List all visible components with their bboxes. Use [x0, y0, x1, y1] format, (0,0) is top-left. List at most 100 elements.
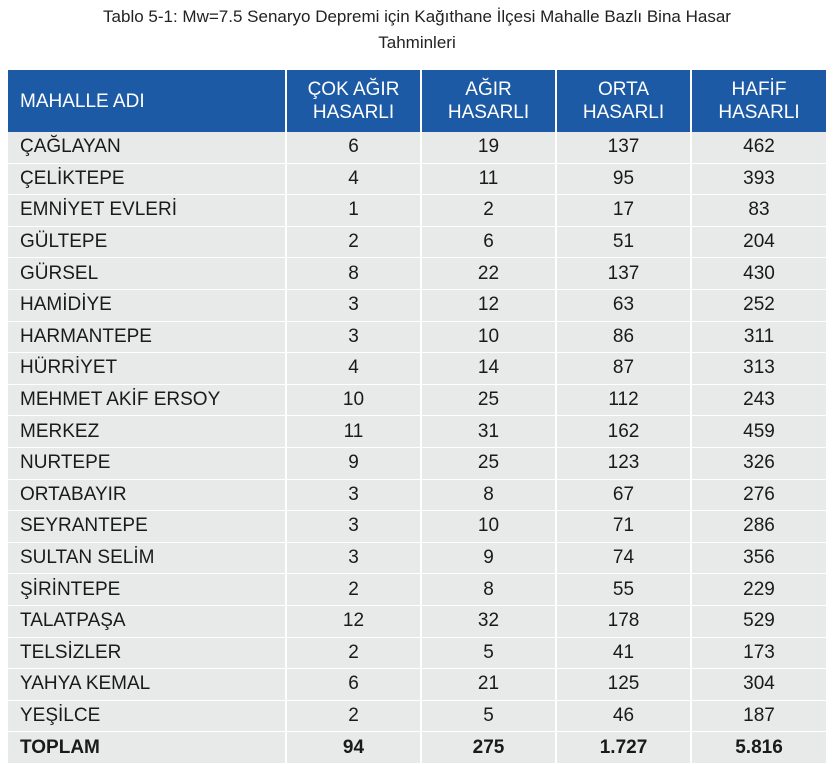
cell-heavy: 6	[420, 226, 556, 259]
header-very-heavy: ÇOK AĞIR HASARLI	[285, 70, 421, 132]
cell-neighborhood: GÜLTEPE	[8, 226, 286, 259]
total-cell-heavy: 275	[420, 731, 556, 764]
cell-moderate: 178	[555, 605, 691, 638]
table-row: YEŞİLCE 2 5 46 187	[8, 700, 826, 733]
cell-very-heavy: 3	[285, 479, 421, 512]
cell-neighborhood: HAMİDİYE	[8, 289, 286, 322]
cell-light: 276	[690, 479, 826, 512]
cell-moderate: 86	[555, 321, 691, 354]
cell-heavy: 12	[420, 289, 556, 322]
cell-moderate: 123	[555, 447, 691, 480]
cell-light: 393	[690, 163, 826, 196]
cell-light: 462	[690, 132, 826, 164]
header-label: HASARLI	[312, 102, 395, 123]
cell-very-heavy: 6	[285, 668, 421, 701]
table-row: MERKEZ 11 31 162 459	[8, 415, 826, 448]
header-label: ORTA	[597, 79, 650, 100]
table-row: HÜRRİYET 4 14 87 313	[8, 352, 826, 385]
cell-very-heavy: 2	[285, 700, 421, 733]
cell-very-heavy: 8	[285, 257, 421, 290]
total-row: TOPLAM 94 275 1.727 5.816	[8, 731, 826, 764]
cell-light: 430	[690, 257, 826, 290]
cell-neighborhood: MEHMET AKİF ERSOY	[8, 384, 286, 417]
table-row: SULTAN SELİM 3 9 74 356	[8, 542, 826, 575]
cell-neighborhood: SEYRANTEPE	[8, 510, 286, 543]
cell-moderate: 112	[555, 384, 691, 417]
cell-light: 304	[690, 668, 826, 701]
cell-very-heavy: 2	[285, 637, 421, 670]
table-row: MEHMET AKİF ERSOY 10 25 112 243	[8, 384, 826, 417]
header-neighborhood: MAHALLE ADI	[8, 70, 286, 132]
cell-heavy: 25	[420, 384, 556, 417]
cell-moderate: 51	[555, 226, 691, 259]
header-light: HAFİF HASARLI	[690, 70, 826, 132]
cell-neighborhood: ÇAĞLAYAN	[8, 132, 286, 164]
cell-neighborhood: GÜRSEL	[8, 257, 286, 290]
cell-moderate: 17	[555, 194, 691, 227]
cell-heavy: 32	[420, 605, 556, 638]
cell-neighborhood: ÇELİKTEPE	[8, 163, 286, 196]
cell-very-heavy: 11	[285, 415, 421, 448]
cell-heavy: 9	[420, 542, 556, 575]
cell-moderate: 74	[555, 542, 691, 575]
cell-neighborhood: NURTEPE	[8, 447, 286, 480]
header-row: MAHALLE ADI ÇOK AĞIR HASARLI AĞIR HASARL…	[8, 70, 826, 132]
total-cell-light: 5.816	[690, 731, 826, 764]
cell-very-heavy: 1	[285, 194, 421, 227]
cell-neighborhood: TELSİZLER	[8, 637, 286, 670]
cell-moderate: 55	[555, 573, 691, 606]
header-label: HASARLI	[718, 102, 800, 123]
table-row: ŞİRİNTEPE 2 8 55 229	[8, 573, 826, 606]
header-label: MAHALLE ADI	[20, 90, 145, 112]
table-row: HARMANTEPE 3 10 86 311	[8, 321, 826, 354]
table-body: ÇAĞLAYAN 6 19 137 462 ÇELİKTEPE 4 11 95 393 EMNİYE…	[8, 132, 826, 764]
cell-light: 187	[690, 700, 826, 733]
cell-neighborhood: ŞİRİNTEPE	[8, 573, 286, 606]
total-cell-very-heavy: 94	[285, 731, 421, 764]
cell-very-heavy: 10	[285, 384, 421, 417]
cell-light: 311	[690, 321, 826, 354]
total-label: TOPLAM	[8, 731, 286, 764]
cell-heavy: 21	[420, 668, 556, 701]
table-caption: Tablo 5-1: Mw=7.5 Senaryo Depremi için K…	[0, 4, 834, 56]
cell-moderate: 137	[555, 257, 691, 290]
cell-moderate: 46	[555, 700, 691, 733]
table-row: EMNİYET EVLERİ 1 2 17 83	[8, 194, 826, 227]
cell-light: 252	[690, 289, 826, 322]
cell-light: 313	[690, 352, 826, 385]
cell-very-heavy: 12	[285, 605, 421, 638]
cell-heavy: 31	[420, 415, 556, 448]
cell-very-heavy: 9	[285, 447, 421, 480]
header-heavy: AĞIR HASARLI	[420, 70, 556, 132]
cell-neighborhood: MERKEZ	[8, 415, 286, 448]
cell-heavy: 5	[420, 637, 556, 670]
cell-neighborhood: YEŞİLCE	[8, 700, 286, 733]
table-row: GÜRSEL 8 22 137 430	[8, 257, 826, 290]
cell-moderate: 137	[555, 132, 691, 164]
cell-light: 173	[690, 637, 826, 670]
table-row: ÇAĞLAYAN 6 19 137 462	[8, 132, 826, 164]
cell-very-heavy: 2	[285, 573, 421, 606]
cell-very-heavy: 2	[285, 226, 421, 259]
table-row: NURTEPE 9 25 123 326	[8, 447, 826, 480]
cell-very-heavy: 3	[285, 321, 421, 354]
cell-light: 286	[690, 510, 826, 543]
cell-very-heavy: 4	[285, 163, 421, 196]
cell-moderate: 71	[555, 510, 691, 543]
table-row: TELSİZLER 2 5 41 173	[8, 637, 826, 670]
caption-line-2: Tahminleri	[378, 33, 456, 52]
cell-very-heavy: 3	[285, 289, 421, 322]
cell-neighborhood: SULTAN SELİM	[8, 542, 286, 575]
header-moderate: ORTA HASARLI	[555, 70, 691, 132]
cell-light: 83	[690, 194, 826, 227]
cell-light: 326	[690, 447, 826, 480]
total-cell-moderate: 1.727	[555, 731, 691, 764]
cell-very-heavy: 3	[285, 510, 421, 543]
table-row: ÇELİKTEPE 4 11 95 393	[8, 163, 826, 196]
header-label: HASARLI	[582, 102, 665, 123]
cell-moderate: 162	[555, 415, 691, 448]
cell-heavy: 19	[420, 132, 556, 164]
cell-light: 529	[690, 605, 826, 638]
table-row: GÜLTEPE 2 6 51 204	[8, 226, 826, 259]
cell-heavy: 22	[420, 257, 556, 290]
